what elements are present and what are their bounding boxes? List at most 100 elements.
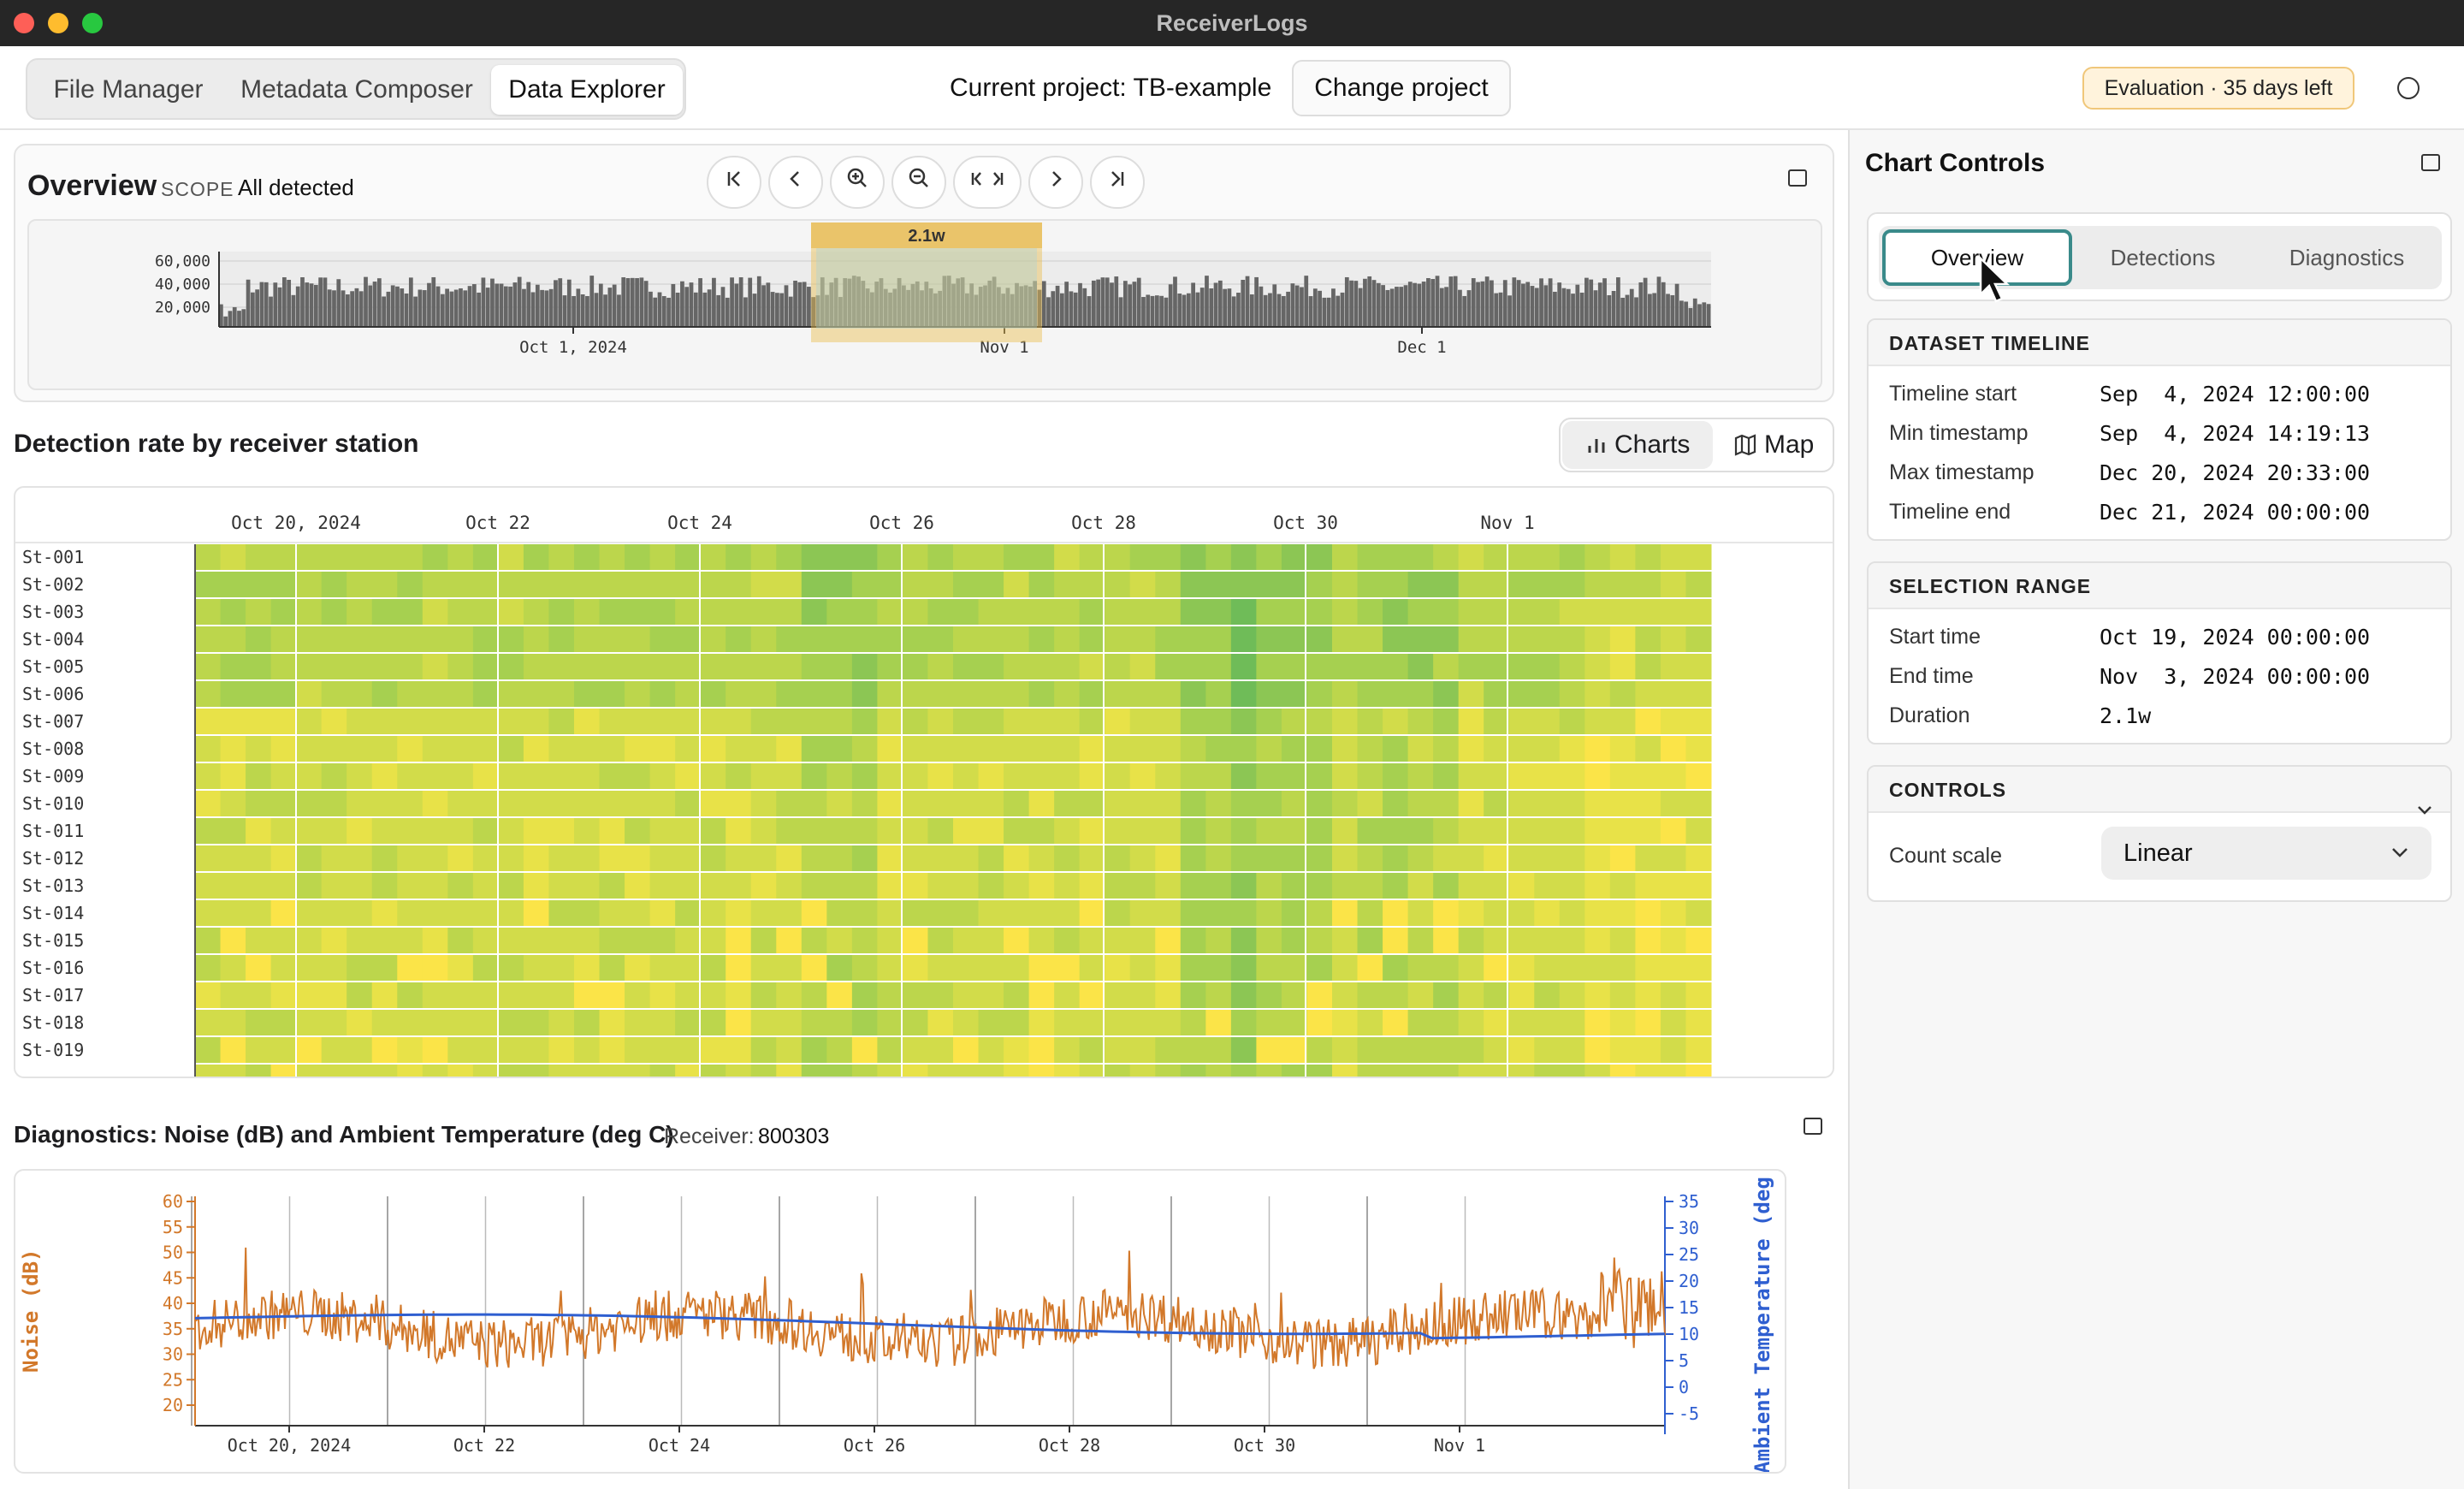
overview-bar xyxy=(924,282,929,327)
overview-bar xyxy=(1530,286,1535,327)
overview-bar xyxy=(449,291,454,327)
overview-bar xyxy=(237,311,241,327)
overview-bar xyxy=(368,285,373,327)
heatmap-cell xyxy=(902,900,928,926)
heatmap-cell xyxy=(1534,928,1561,953)
heatmap-cell xyxy=(978,791,1004,816)
heatmap-cell xyxy=(1004,873,1030,899)
heatmap-cell xyxy=(1180,654,1206,679)
heatmap-cell xyxy=(801,626,827,652)
overview-bar xyxy=(902,285,906,327)
heatmap-cell xyxy=(195,736,222,762)
heatmap-cell xyxy=(1685,654,1712,679)
heatmap-chart[interactable]: Oct 20, 2024 Oct 22 Oct 24 Oct 26 Oct 28 Oct … xyxy=(14,486,1834,1078)
zoom-out-icon[interactable] xyxy=(891,156,946,209)
change-project-button[interactable]: Change project xyxy=(1292,60,1511,116)
heatmap-cell xyxy=(1105,736,1131,762)
close-window-button[interactable] xyxy=(14,13,34,33)
tab-diagnostics[interactable]: Diagnostics xyxy=(2289,245,2405,270)
heatmap-cell xyxy=(498,900,524,926)
heatmap-cell xyxy=(195,845,222,871)
heatmap-cell xyxy=(498,709,524,734)
heatmap-cell xyxy=(397,955,424,981)
controls-heading[interactable]: CONTROLS xyxy=(1869,767,2450,815)
map-button[interactable]: Map xyxy=(1716,421,1831,469)
chevron-down-icon[interactable] xyxy=(2416,787,2433,833)
heatmap-cell xyxy=(1508,982,1535,1008)
overview-bar xyxy=(1164,297,1169,327)
overview-bar xyxy=(1426,278,1430,327)
tab-detections[interactable]: Detections xyxy=(2110,245,2216,270)
collapse-diagnostics-icon[interactable] xyxy=(1804,1118,1822,1135)
heatmap-cell xyxy=(397,763,424,789)
minimize-window-button[interactable] xyxy=(48,13,68,33)
diagnostics-chart[interactable]: 60 55 50 45 40 35 30 25 20 35 30 25 20 15 10 5 0 -5 Oct 20… xyxy=(14,1169,1786,1474)
heatmap-cell xyxy=(1230,681,1257,707)
fit-range-icon[interactable] xyxy=(953,156,1022,209)
heatmap-cell xyxy=(726,599,752,625)
heatmap-cell xyxy=(1205,626,1232,652)
heatmap-cell xyxy=(1609,791,1636,816)
heatmap-cell xyxy=(1180,572,1206,597)
heatmap-cell xyxy=(1635,1010,1661,1035)
heatmap-cell xyxy=(750,982,777,1008)
heatmap-cell xyxy=(726,654,752,679)
heatmap-cell xyxy=(397,982,424,1008)
sidebar-toggle-icon[interactable] xyxy=(2421,154,2440,171)
heatmap-cell xyxy=(599,982,625,1008)
prev-icon[interactable] xyxy=(768,156,823,209)
heatmap-cell xyxy=(1054,900,1081,926)
overview-bar xyxy=(1304,276,1309,327)
heatmap-cell xyxy=(675,928,702,953)
overview-bar xyxy=(649,291,653,327)
last-icon[interactable] xyxy=(1090,156,1145,209)
first-icon[interactable] xyxy=(707,156,761,209)
overview-bar xyxy=(1638,282,1644,327)
overview-bar xyxy=(512,282,518,327)
heatmap-cell xyxy=(1433,818,1460,844)
tab-file-manager[interactable]: File Manager xyxy=(53,75,204,104)
heatmap-cell xyxy=(1332,709,1359,734)
overview-bar xyxy=(1602,278,1607,327)
overview-bar xyxy=(1205,276,1209,327)
overview-bar xyxy=(1462,295,1467,327)
overview-bar xyxy=(250,292,255,327)
heatmap-cell xyxy=(1105,654,1131,679)
overview-bar xyxy=(281,277,287,327)
heatmap-cell xyxy=(1256,599,1282,625)
overview-bar xyxy=(906,289,911,327)
overview-title: Overview xyxy=(27,169,157,202)
overview-bar xyxy=(1589,279,1594,327)
overview-bar xyxy=(1069,291,1074,327)
heatmap-cell xyxy=(1256,736,1282,762)
charts-button[interactable]: Charts xyxy=(1562,421,1713,469)
heatmap-cell xyxy=(346,544,373,570)
collapse-panel-icon[interactable] xyxy=(1788,169,1807,187)
heatmap-cell xyxy=(1306,572,1333,597)
tab-overview[interactable]: Overview xyxy=(1882,229,2072,286)
heatmap-cell xyxy=(1180,900,1206,926)
heatmap-cell xyxy=(776,599,803,625)
heatmap-cell xyxy=(523,982,549,1008)
heatmap-cell xyxy=(371,900,398,926)
heatmap-cell xyxy=(447,982,474,1008)
heatmap-cell xyxy=(1609,955,1636,981)
heatmap-cell xyxy=(877,900,903,926)
heatmap-cell xyxy=(1180,709,1206,734)
zoom-in-icon[interactable] xyxy=(830,156,885,209)
overview-bar xyxy=(1114,276,1119,327)
next-icon[interactable] xyxy=(1028,156,1083,209)
overview-bar xyxy=(730,277,734,327)
zoom-window-button[interactable] xyxy=(82,13,103,33)
overview-bar xyxy=(1625,294,1630,327)
heatmap-cell xyxy=(978,572,1004,597)
tab-data-explorer[interactable]: Data Explorer xyxy=(491,65,683,115)
heatmap-cell xyxy=(801,572,827,597)
heatmap-cell xyxy=(270,982,297,1008)
tab-metadata-composer[interactable]: Metadata Composer xyxy=(240,75,473,104)
status-circle-icon[interactable] xyxy=(2397,77,2420,99)
heatmap-cell xyxy=(548,654,575,679)
count-scale-select[interactable]: Linear xyxy=(2101,827,2431,880)
heatmap-cell xyxy=(346,928,373,953)
